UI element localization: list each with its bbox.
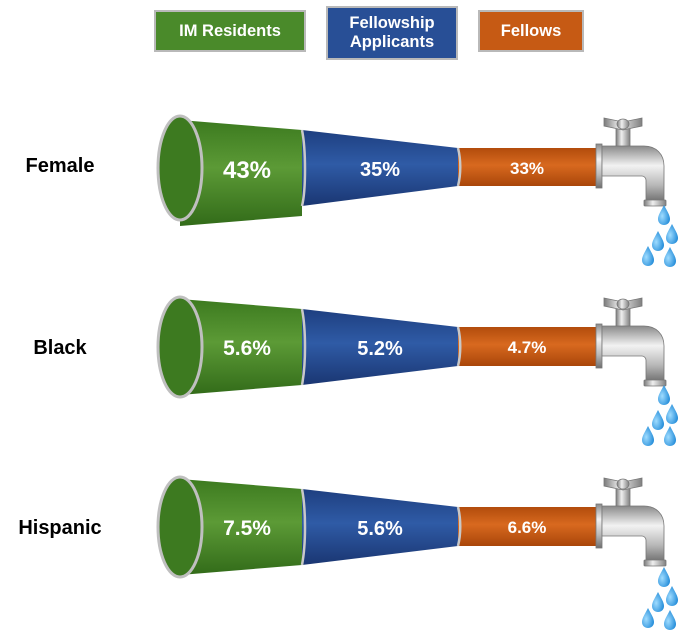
legend-fellows: Fellows [478,10,584,52]
im-residents-segment [180,120,302,226]
fellowship-applicants-value: 35% [360,159,400,181]
fellowship-applicants-value: 5.6% [357,518,403,540]
legend-im-residents: IM Residents [154,10,306,52]
legend-fellows-label: Fellows [500,21,562,40]
row-label-black: Black [33,337,87,359]
im-residents-segment [180,299,302,395]
fellows-value: 4.7% [508,338,547,357]
water-drops-icon [642,385,678,446]
legend-fellowship-applicants: Fellowship Applicants [326,6,458,60]
fellows-segment [458,148,596,186]
im-residents-value: 43% [223,157,271,184]
water-drops-icon [642,205,678,267]
fellowship-applicants-segment [302,309,458,385]
im-residents-value: 5.6% [223,337,271,360]
pipe-opening [156,475,204,579]
legend-fellowship-applicants-label: Fellowship Applicants [349,14,435,51]
fellows-value: 33% [510,159,544,178]
fellows-segment [458,327,596,366]
faucet-icon [595,297,667,387]
legend-im-residents-label: IM Residents [179,21,281,40]
row-label-female: Female [25,155,95,177]
pipe-opening [156,114,204,222]
fellowship-applicants-segment [302,130,458,206]
fellows-segment [458,507,596,546]
pipeline-row-hispanic: 7.5% 5.6% 6.6% [156,475,678,630]
fellows-value: 6.6% [508,518,547,537]
pipeline-row-black: 5.6% 5.2% 4.7% [156,295,678,446]
faucet-icon [595,477,667,567]
water-drops-icon [642,567,678,630]
im-residents-value: 7.5% [223,517,271,540]
pipe-opening [156,295,204,399]
fellowship-applicants-segment [302,489,458,565]
im-residents-segment [180,479,302,575]
pipeline-row-female: 43% 35% 33% [156,114,678,267]
fellowship-applicants-value: 5.2% [357,338,403,360]
row-label-hispanic: Hispanic [18,517,102,539]
faucet-icon [595,117,667,207]
